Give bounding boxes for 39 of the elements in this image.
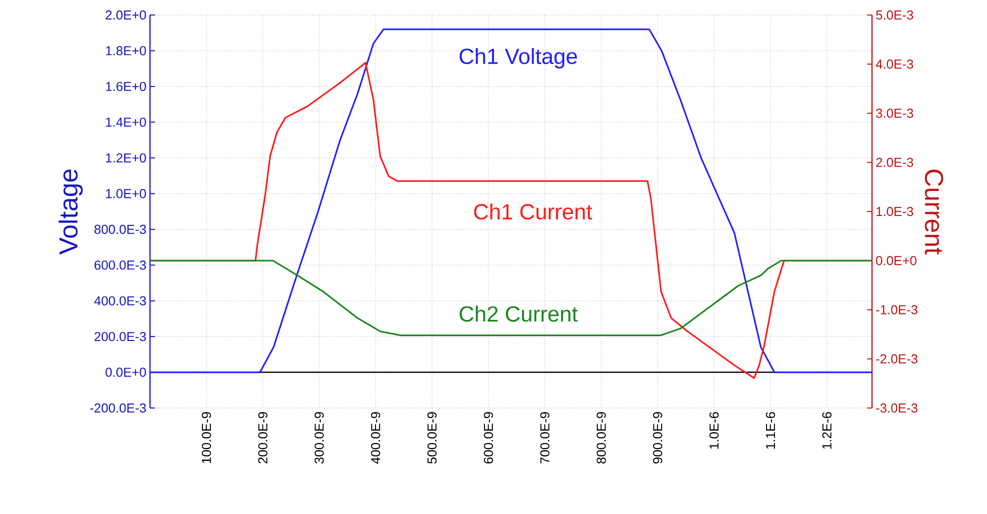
x-tick-label: 400.0E-9 [371, 412, 380, 464]
y2-axis-title: Current [924, 170, 944, 254]
x-tick-label: 900.0E-9 [653, 412, 662, 464]
series-label: Ch1 Voltage [460, 48, 577, 68]
y-tick-label: -200.0E-3 [90, 403, 146, 413]
y2-tick-label: 3.0E-3 [876, 108, 914, 118]
y-axis-title: Voltage [58, 169, 83, 255]
y-tick-label: 200.0E-3 [94, 332, 146, 342]
y-tick-label: 1.6E+0 [106, 82, 146, 92]
x-tick-label: 200.0E-9 [258, 412, 268, 464]
x-tick-label: 1.1E-6 [766, 412, 776, 449]
x-tick-label: 300.0E-9 [314, 412, 324, 464]
y-tick-label: 400.0E-3 [94, 296, 146, 306]
x-tick-label: 1.0E-6 [709, 412, 719, 449]
x-tick-label: 700.0E-9 [540, 412, 550, 464]
y2-tick-label: 0.0E+0 [876, 256, 916, 266]
x-tick-label: 600.0E-9 [484, 412, 494, 464]
y-tick-label: 0.0E+0 [106, 368, 146, 377]
y2-tick-label: 5.0E-3 [876, 10, 914, 20]
y-tick-label: 1.0E+0 [106, 189, 146, 198]
y2-tick-label: 4.0E-3 [876, 60, 914, 69]
y-tick-label: 800.0E-3 [94, 224, 146, 234]
y-tick-label: 2.0E+0 [106, 10, 146, 20]
y2-tick-label: -2.0E-3 [876, 354, 918, 364]
y-tick-label: 1.4E+0 [106, 118, 146, 127]
y2-tick-label: 1.0E-3 [876, 206, 914, 216]
line-series [149, 260, 873, 336]
y-tick-label: 1.8E+0 [106, 46, 146, 56]
x-tick-label: 800.0E-9 [596, 412, 606, 464]
y2-tick-label: -3.0E-3 [876, 403, 918, 413]
x-tick-label: 100.0E-9 [202, 412, 211, 464]
y2-tick-label: 2.0E-3 [876, 158, 914, 167]
y-tick-label: 600.0E-3 [94, 260, 146, 270]
series-label: Ch2 Current [460, 306, 578, 322]
x-tick-label: 500.0E-9 [427, 412, 437, 464]
y-tick-label: 1.2E+0 [106, 153, 146, 162]
series-label: Ch1 Current [474, 203, 592, 220]
x-tick-label: 1.2E-6 [822, 412, 832, 449]
y2-tick-label: -1.0E-3 [876, 305, 918, 314]
